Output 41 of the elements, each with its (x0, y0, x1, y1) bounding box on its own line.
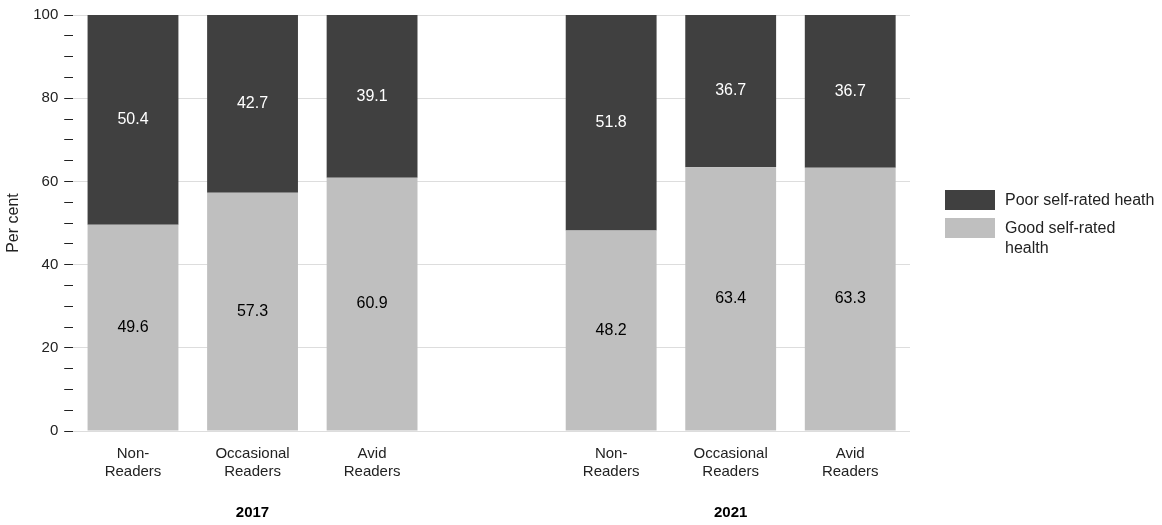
x-tick-label: Non-Readers (104, 444, 162, 480)
y-tick-label: 40 (41, 254, 59, 272)
bar (326, 15, 418, 178)
bar (87, 224, 179, 431)
data-label: 39.1 (356, 86, 388, 104)
y-tick-label: 60 (41, 171, 59, 189)
data-label: 50.4 (117, 110, 149, 128)
bar (87, 15, 179, 225)
x-tick-label: Occasional Readers (693, 444, 768, 480)
bar (207, 192, 298, 431)
data-label: 49.6 (117, 317, 149, 335)
y-tick-label: 100 (33, 5, 59, 23)
y-tick-label: 80 (41, 88, 59, 106)
bar (685, 15, 777, 168)
bar (207, 15, 298, 193)
x-tick-label: Occasional Readers (215, 444, 290, 480)
bar (804, 167, 896, 431)
data-label: 48.2 (595, 320, 627, 338)
data-label: 63.3 (834, 289, 866, 307)
y-tick-label: 0 (49, 421, 59, 439)
y-tick-label: 20 (41, 337, 59, 355)
text: 2021 (714, 503, 748, 520)
text: 2017 (235, 503, 270, 520)
data-label: 63.4 (715, 289, 747, 307)
bar (565, 15, 657, 231)
x-tick-label: Non-Readers (582, 444, 640, 480)
legend-label: Good self-rated health (1005, 218, 1117, 258)
data-label: 42.7 (236, 94, 269, 112)
data-label: 36.7 (715, 81, 747, 99)
y-axis-title: Per cent (4, 192, 22, 253)
data-label: 60.9 (356, 294, 388, 312)
data-label: 51.8 (595, 113, 627, 131)
bar (565, 230, 657, 431)
bar (326, 177, 418, 431)
x-tick-label: Avid Readers (343, 444, 401, 480)
data-label: 57.3 (236, 301, 269, 319)
bar (804, 15, 896, 168)
bar (685, 167, 777, 431)
data-label: 36.7 (834, 81, 866, 99)
x-tick-label: Avid Readers (821, 444, 879, 480)
legend-label: Poor self-rated heath (1005, 190, 1155, 210)
